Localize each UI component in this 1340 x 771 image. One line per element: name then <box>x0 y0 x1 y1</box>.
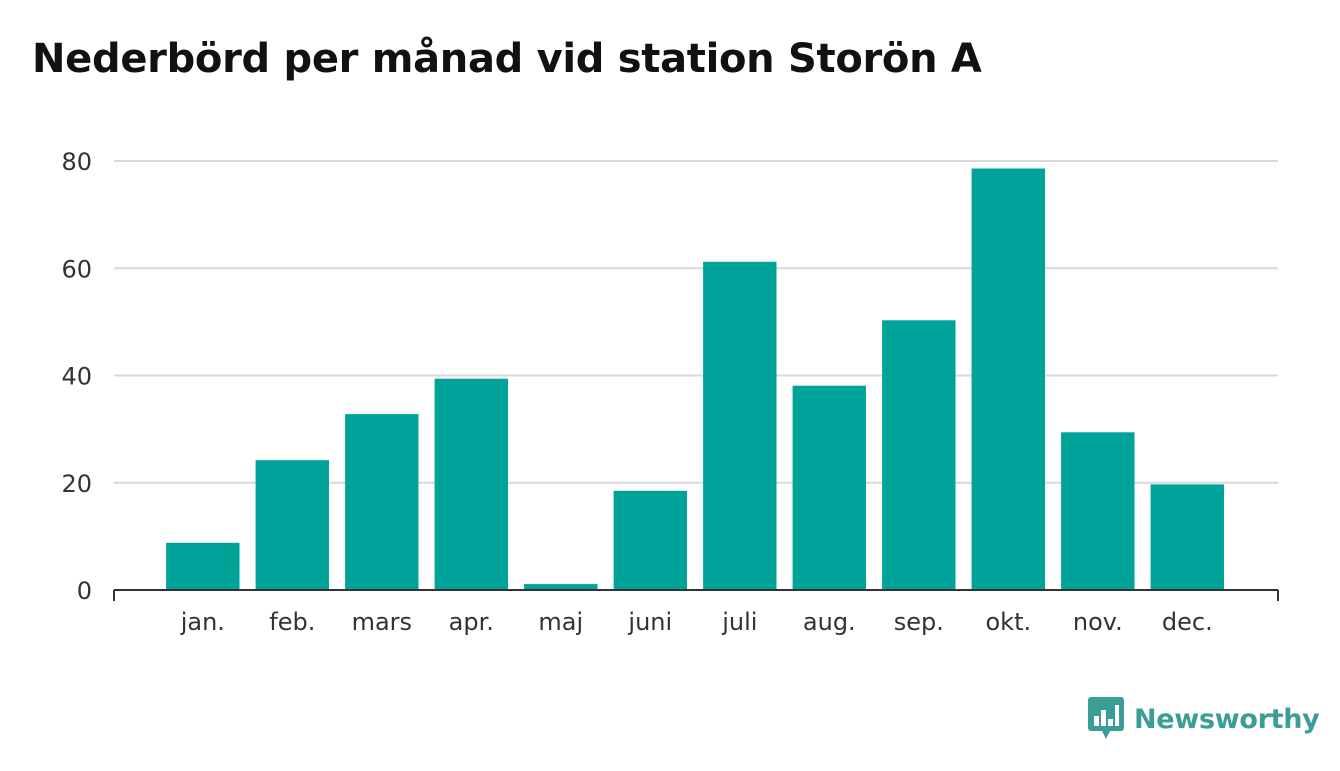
bar-2 <box>255 460 329 590</box>
x-tick-label: mars <box>352 608 412 636</box>
x-tick-label: okt. <box>985 608 1031 636</box>
y-tick-label: 60 <box>61 255 92 283</box>
bar-5 <box>524 584 598 590</box>
y-tick-label: 80 <box>61 148 92 176</box>
bar-6 <box>613 490 687 590</box>
bar-11 <box>1061 432 1135 590</box>
bar-10 <box>971 168 1045 590</box>
x-tick-label: feb. <box>269 608 315 636</box>
x-tick-label: nov. <box>1073 608 1123 636</box>
bars <box>166 168 1224 590</box>
x-tick-label: maj <box>538 608 583 636</box>
tick-labels: 0 20 40 60 80 jan. feb. mars apr. maj juni juli aug.… <box>61 148 1212 636</box>
x-tick-label: dec. <box>1162 608 1213 636</box>
x-tick-label: juni <box>627 608 672 636</box>
x-axis <box>113 589 1279 601</box>
x-tick-label: juli <box>721 608 757 636</box>
bar-9 <box>882 320 956 590</box>
bar-4 <box>434 378 508 590</box>
bar-3 <box>345 414 419 590</box>
x-tick-label: apr. <box>449 608 494 636</box>
bar-12 <box>1150 484 1224 590</box>
brand-name: Newsworthy <box>1134 703 1320 735</box>
y-tick-label: 20 <box>61 470 92 498</box>
bar-1 <box>166 542 240 590</box>
bar-8 <box>792 385 866 590</box>
chart-title: Nederbörd per månad vid station Storön A <box>32 36 982 82</box>
y-tick-label: 40 <box>61 363 92 391</box>
y-tick-label: 0 <box>77 577 92 605</box>
x-tick-label: aug. <box>803 608 856 636</box>
x-tick-label: jan. <box>180 608 225 636</box>
brand-logo: Newsworthy <box>1088 697 1320 740</box>
bar-chart-badge-icon <box>1088 697 1124 739</box>
x-tick-label: sep. <box>894 608 944 636</box>
bar-7 <box>703 261 777 590</box>
